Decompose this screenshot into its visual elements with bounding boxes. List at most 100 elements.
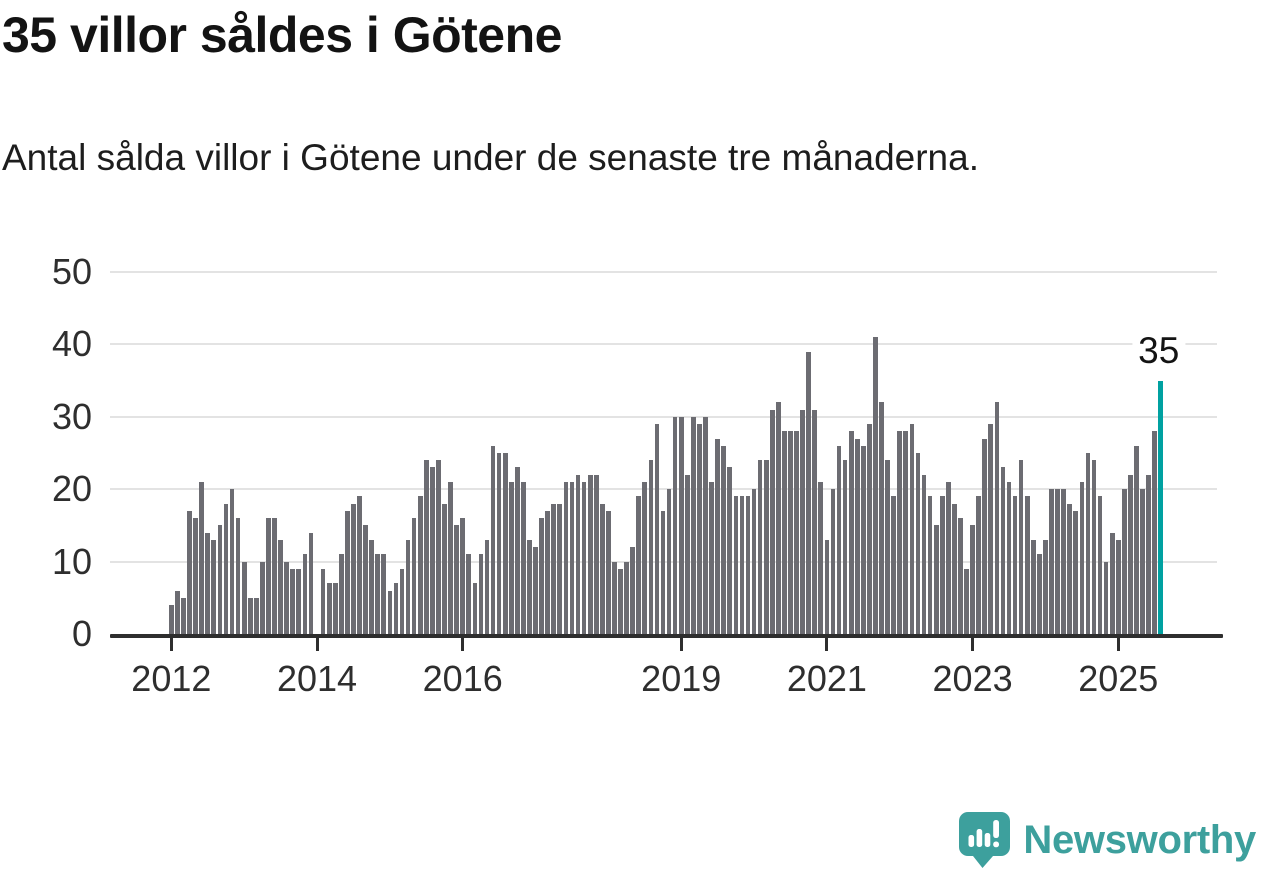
bar: [636, 496, 642, 634]
bar: [181, 597, 186, 634]
bar: [1067, 503, 1073, 634]
bar: [988, 424, 994, 634]
bar: [466, 554, 472, 634]
bar: [933, 525, 939, 634]
bar: [235, 518, 241, 634]
page-title: 35 villor såldes i Götene: [2, 7, 562, 63]
bar: [800, 409, 805, 634]
bar: [545, 510, 551, 634]
bar: [405, 539, 411, 634]
bar: [241, 561, 247, 634]
x-axis-label-2025: 2025: [1078, 658, 1159, 699]
bar: [393, 583, 399, 634]
bar: [454, 525, 459, 634]
x-axis-label-2012: 2012: [131, 658, 212, 699]
bar: [879, 402, 884, 634]
bar: [891, 496, 897, 634]
x-axis-label-2019: 2019: [641, 658, 722, 699]
bar: [715, 438, 720, 634]
x-axis-line: [110, 634, 1223, 638]
bar: [921, 474, 927, 634]
bar: [599, 503, 605, 634]
bar: [436, 460, 441, 634]
bar: [691, 416, 696, 634]
bar: [1061, 489, 1066, 634]
bar: [508, 481, 514, 634]
bar-chart-plot: 35 0 10 20 30 40 50 2012 2014 2016 2019 2021 2023 20…: [52, 253, 1223, 699]
bar: [296, 568, 302, 634]
bar: [569, 481, 575, 634]
brand-footer: Newsworthy: [959, 810, 1256, 870]
x-axis-label-2021: 2021: [786, 658, 867, 699]
bar: [1018, 460, 1024, 634]
bar: [502, 453, 508, 634]
bar: [211, 539, 217, 634]
bar: [642, 481, 648, 634]
bar: [217, 525, 223, 634]
bar: [654, 424, 660, 634]
bar: [587, 474, 593, 634]
bar: [927, 496, 933, 634]
bar: [909, 424, 915, 634]
bar: [430, 467, 435, 634]
bar: [976, 496, 981, 634]
bar: [672, 416, 678, 634]
x-tick-2025: [1116, 638, 1120, 651]
x-axis-label-2023: 2023: [932, 658, 1013, 699]
bar: [1091, 460, 1097, 634]
bar: [915, 453, 921, 634]
bar: [739, 496, 745, 634]
bar: [1121, 489, 1127, 634]
bar: [994, 402, 1000, 634]
bar: [952, 503, 957, 634]
bar: [551, 503, 557, 634]
bar: [575, 474, 581, 634]
y-axis-label-30: 30: [51, 395, 92, 437]
bar: [860, 445, 866, 634]
highlight-bar: [1158, 380, 1164, 634]
bar: [842, 460, 848, 634]
newsworthy-logo-icon: [959, 812, 1011, 868]
bar: [806, 351, 812, 634]
bar: [247, 597, 253, 634]
bar: [175, 590, 180, 634]
bar: [417, 496, 423, 634]
bar: [369, 539, 374, 634]
bar: [423, 460, 429, 634]
bar: [684, 474, 690, 634]
bar: [345, 510, 350, 634]
bar: [484, 539, 490, 634]
bar: [848, 431, 854, 634]
bar: [794, 431, 799, 634]
bar: [885, 460, 890, 634]
bar: [448, 481, 453, 634]
gridline-30: [110, 415, 1217, 418]
bar: [593, 474, 599, 634]
bar: [229, 489, 235, 634]
y-axis-label-0: 0: [71, 613, 92, 654]
bar: [1146, 474, 1151, 634]
bar: [357, 496, 362, 634]
bar: [812, 409, 818, 634]
bar: [660, 510, 666, 634]
bar: [1000, 467, 1006, 634]
bar: [776, 402, 781, 634]
y-axis-label-20: 20: [51, 468, 92, 510]
bar: [1109, 532, 1115, 634]
bar: [757, 460, 763, 634]
y-axis-label-40: 40: [51, 323, 92, 365]
bar: [223, 503, 229, 634]
bar: [278, 539, 283, 634]
bar: [442, 503, 447, 634]
bar: [205, 532, 211, 634]
bar: [678, 416, 684, 634]
bar: [557, 503, 563, 634]
bar: [1012, 496, 1018, 634]
bar: [399, 568, 405, 634]
bar: [1030, 539, 1036, 634]
bar: [302, 554, 308, 634]
bar: [490, 445, 496, 634]
y-axis-label-10: 10: [51, 540, 92, 582]
bar: [199, 481, 205, 634]
bar: [709, 481, 714, 634]
